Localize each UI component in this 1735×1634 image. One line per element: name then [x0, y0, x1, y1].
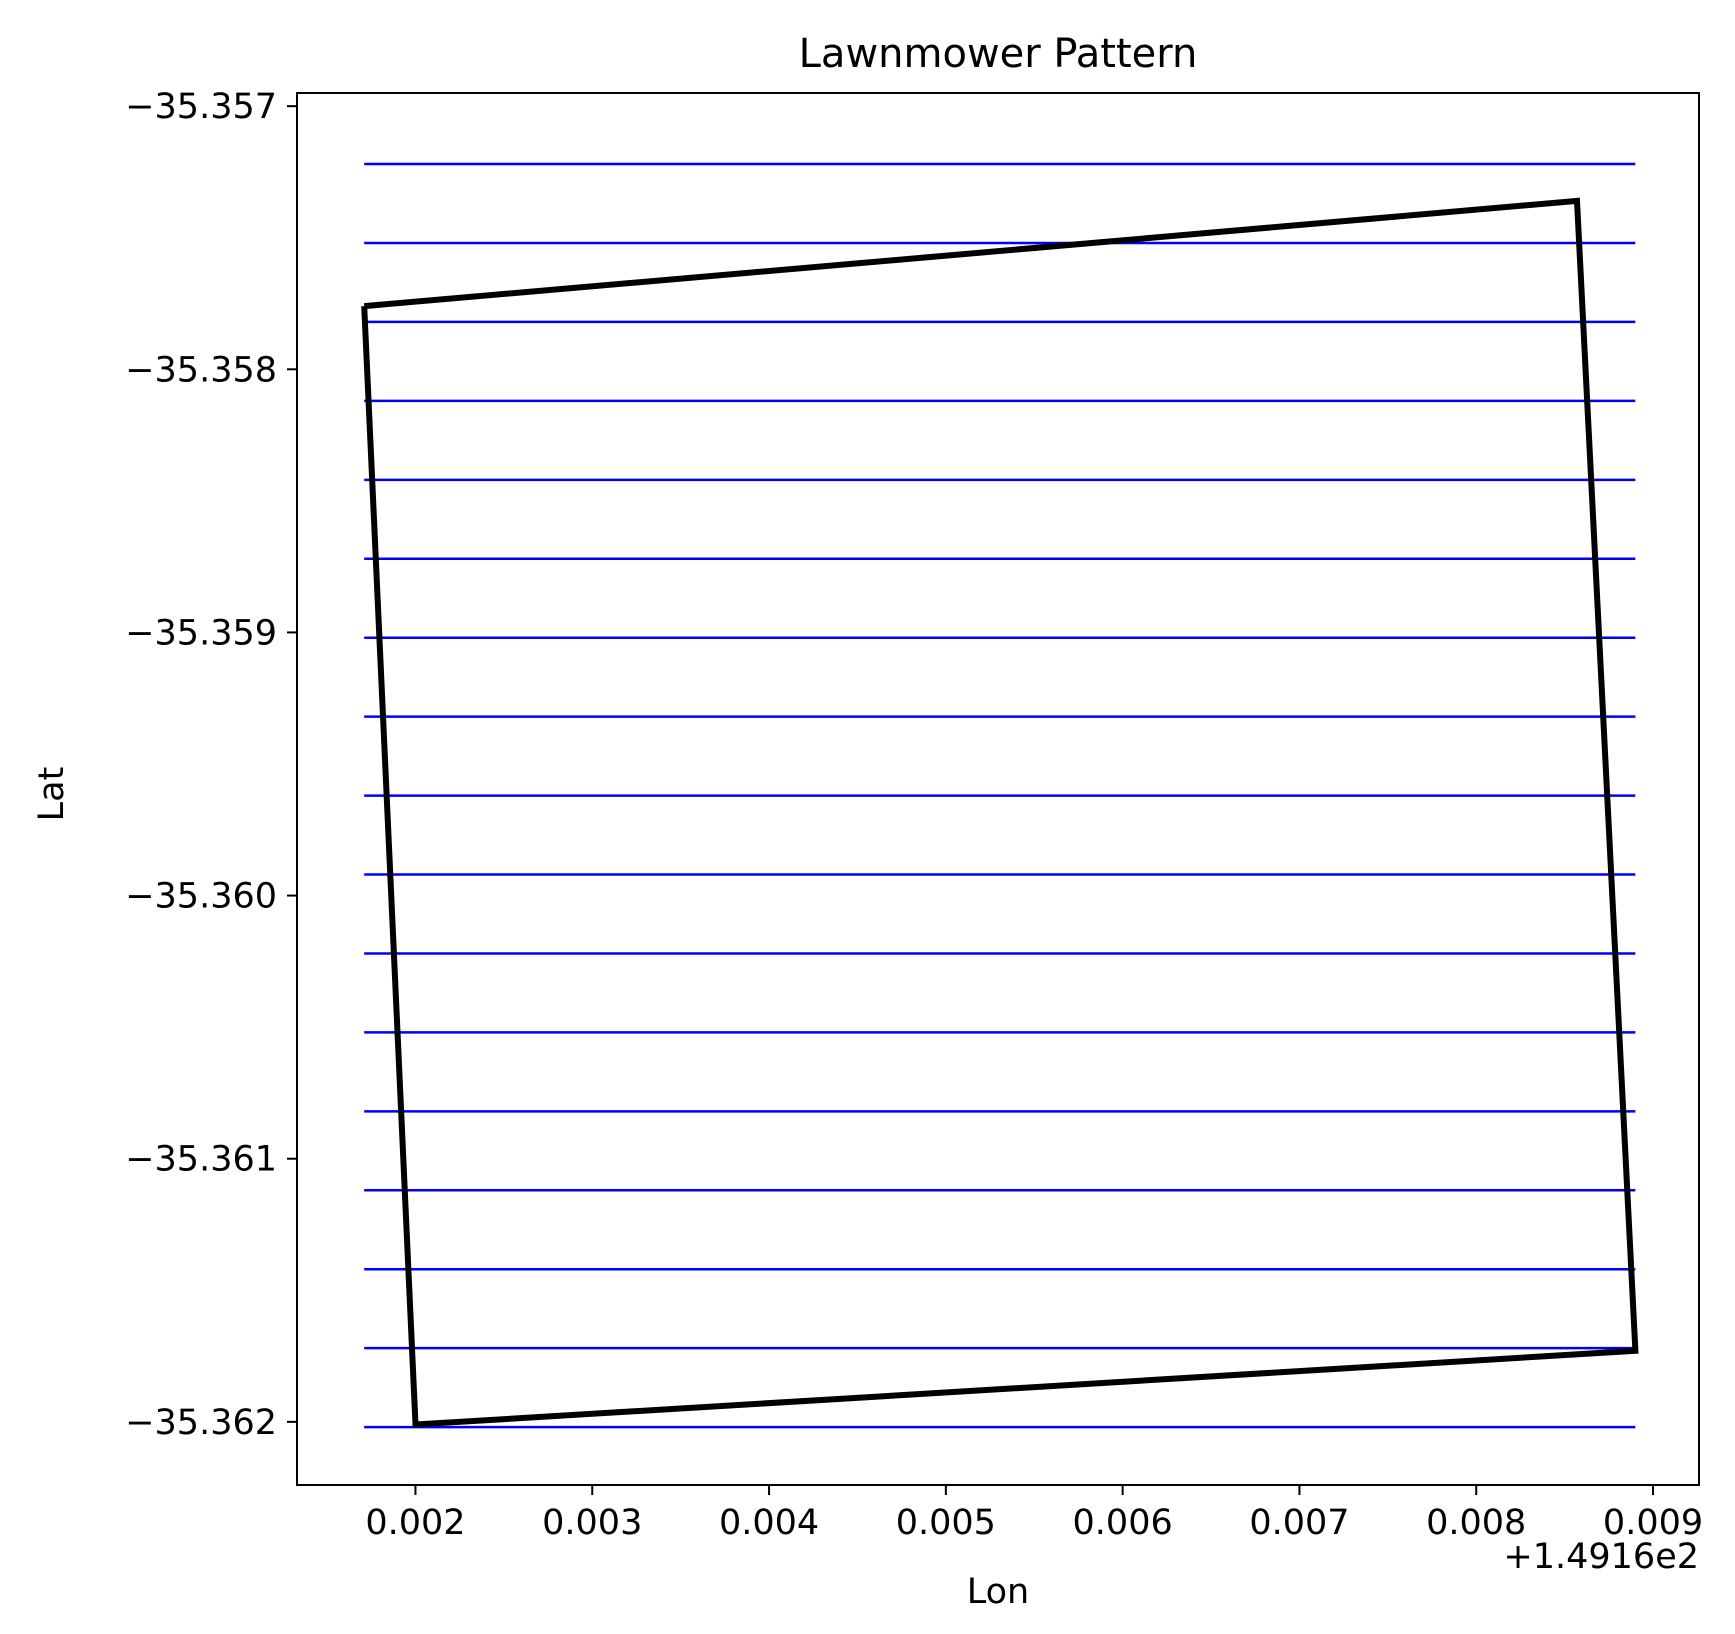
y-tick-label: −35.362 — [125, 1403, 277, 1443]
y-tick-label: −35.357 — [125, 87, 277, 127]
x-axis-ticks: 0.002 0.003 0.004 0.005 0.006 0.007 0.008 0.009 — [365, 1485, 1703, 1543]
y-tick-label: −35.360 — [125, 877, 277, 917]
x-axis-offset-label: +1.4916e2 — [1503, 1537, 1699, 1577]
x-tick-label: 0.007 — [1249, 1503, 1349, 1543]
x-tick-label: 0.008 — [1426, 1503, 1526, 1543]
x-tick-label: 0.003 — [542, 1503, 642, 1543]
x-tick-label: 0.002 — [365, 1503, 465, 1543]
axes-frame — [296, 92, 1700, 1486]
y-axis-ticks: −35.357 −35.358 −35.359 −35.360 −35.361 −35.3… — [125, 87, 297, 1443]
x-tick-label: 0.006 — [1073, 1503, 1173, 1543]
plot-area — [297, 93, 1699, 1485]
x-axis-label: Lon — [967, 1572, 1029, 1612]
y-tick-label: −35.359 — [125, 613, 277, 653]
series-layer — [361, 162, 1639, 1429]
boundary-polygon — [361, 197, 1639, 1428]
x-tick-label: 0.004 — [719, 1503, 819, 1543]
y-tick-label: −35.358 — [125, 350, 277, 390]
y-tick-label: −35.361 — [125, 1140, 277, 1180]
x-tick-label: 0.005 — [896, 1503, 996, 1543]
chart-title: Lawnmower Pattern — [799, 31, 1198, 77]
y-axis-label: Lat — [32, 767, 72, 822]
x-tick-label: 0.009 — [1603, 1503, 1703, 1543]
